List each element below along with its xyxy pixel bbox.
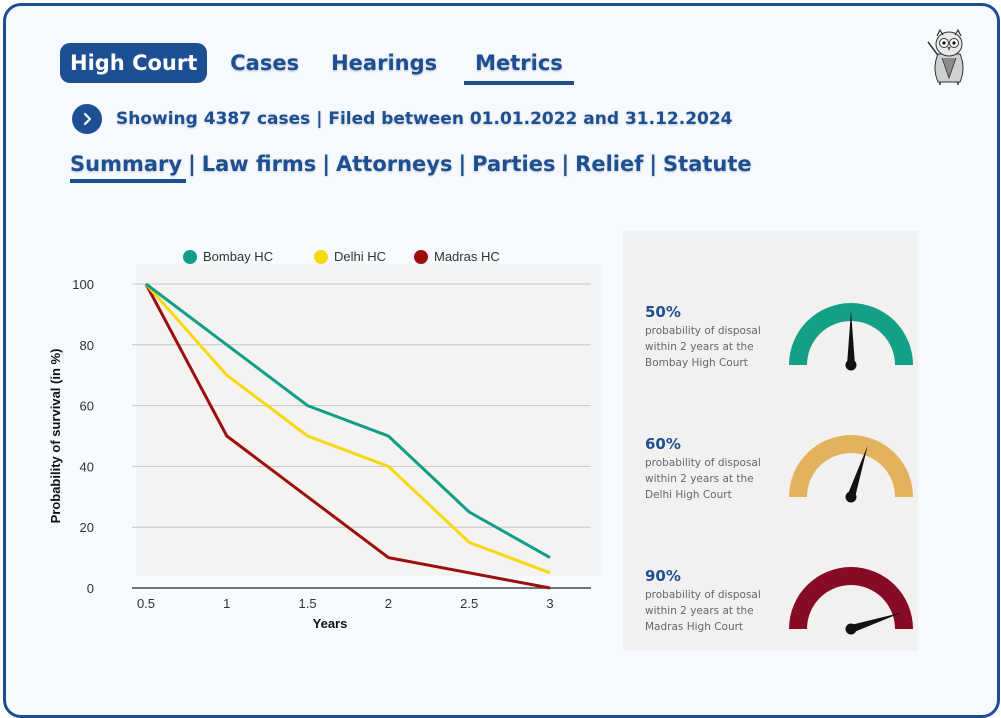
gauge-percent: 60%: [645, 435, 681, 453]
owl-professor-icon: [927, 28, 964, 85]
disposal-gauges-panel: 50% probability of disposal within 2 year…: [623, 231, 918, 651]
series-line-madras-hc: [144, 283, 551, 590]
chart-legend: Bombay HC Delhi HC Madras HC: [183, 249, 500, 264]
gauge-dial: [789, 567, 913, 635]
x-axis-label: Years: [313, 616, 348, 631]
y-tick-label: 60: [80, 399, 94, 414]
gauge-percent: 90%: [645, 567, 681, 585]
legend-label: Delhi HC: [334, 249, 386, 264]
series-line-bombay-hc: [145, 282, 551, 559]
subnav-separator: |: [188, 152, 196, 176]
metrics-subnav: Summary | Law firms | Attorneys | Partie…: [70, 152, 752, 183]
gauge-hub: [845, 623, 857, 635]
legend-label: Madras HC: [434, 249, 500, 264]
legend-marker: [183, 250, 197, 264]
tab-hearings[interactable]: Hearings: [331, 51, 438, 75]
tab-high-court[interactable]: High Court: [60, 43, 208, 83]
gauge-needle: [847, 311, 855, 365]
x-tick-label: 2: [385, 596, 392, 611]
y-tick-label: 0: [87, 581, 94, 596]
gauge-madras: 90% probability of disposal within 2 year…: [645, 567, 915, 657]
filter-summary-row: Showing 4387 cases | Filed between 01.01…: [72, 104, 733, 134]
legend-marker: [414, 250, 428, 264]
subnav-relief[interactable]: Relief: [575, 152, 644, 176]
subnav-parties[interactable]: Parties: [472, 152, 556, 176]
gauge-hub: [845, 491, 857, 503]
y-axis-label: Probability of survival (in %): [48, 349, 63, 524]
gauge-needle: [849, 612, 903, 633]
subnav-statute[interactable]: Statute: [663, 152, 752, 176]
subnav-separator: |: [561, 152, 570, 176]
gauge-percent: 50%: [645, 303, 681, 321]
plot-area-background: [136, 264, 601, 576]
chevron-right-icon[interactable]: [72, 104, 102, 134]
y-tick-label: 100: [72, 277, 94, 292]
gauge-description: probability of disposal within 2 years at…: [645, 457, 761, 501]
series-line-delhi-hc: [144, 283, 551, 575]
gauge-hub: [845, 359, 857, 371]
y-tick-label: 40: [80, 459, 94, 474]
subnav-law-firms[interactable]: Law firms: [201, 152, 317, 176]
gauge-arc: [789, 303, 913, 365]
x-tick-label: 0.5: [137, 596, 155, 611]
x-tick-label: 2.5: [460, 596, 478, 611]
tab-metrics[interactable]: Metrics: [464, 43, 574, 85]
x-tick-label: 3: [546, 596, 553, 611]
subnav-summary[interactable]: Summary: [70, 152, 187, 183]
gauge-arc: [789, 435, 913, 497]
subnav-separator: |: [649, 152, 658, 176]
tab-cases[interactable]: Cases: [230, 51, 300, 75]
top-nav: High Court Cases Hearings Metrics: [60, 42, 574, 85]
gauge-delhi: 60% probability of disposal within 2 year…: [645, 435, 915, 525]
legend-marker: [314, 250, 328, 264]
y-tick-label: 80: [80, 338, 94, 353]
gauge-dial: [789, 435, 913, 503]
gauge-description: probability of disposal within 2 years at…: [645, 325, 761, 369]
legend-label: Bombay HC: [203, 249, 273, 264]
subnav-separator: |: [458, 152, 467, 176]
x-tick-label: 1.5: [299, 596, 317, 611]
gauge-dial: [789, 303, 913, 371]
survival-line-chart: Bombay HC Delhi HC Madras HC 020406080100 …: [48, 249, 601, 631]
filter-summary-text: Showing 4387 cases | Filed between 01.01…: [116, 109, 733, 129]
subnav-attorneys[interactable]: Attorneys: [335, 152, 453, 176]
gauge-needle: [847, 445, 868, 499]
y-tick-label: 20: [80, 520, 94, 535]
x-tick-label: 1: [223, 596, 230, 611]
gauge-description: probability of disposal within 2 years at…: [645, 589, 761, 633]
gauge-bombay: 50% probability of disposal within 2 year…: [645, 303, 915, 393]
gauge-arc: [789, 567, 913, 629]
subnav-separator: |: [322, 152, 330, 176]
